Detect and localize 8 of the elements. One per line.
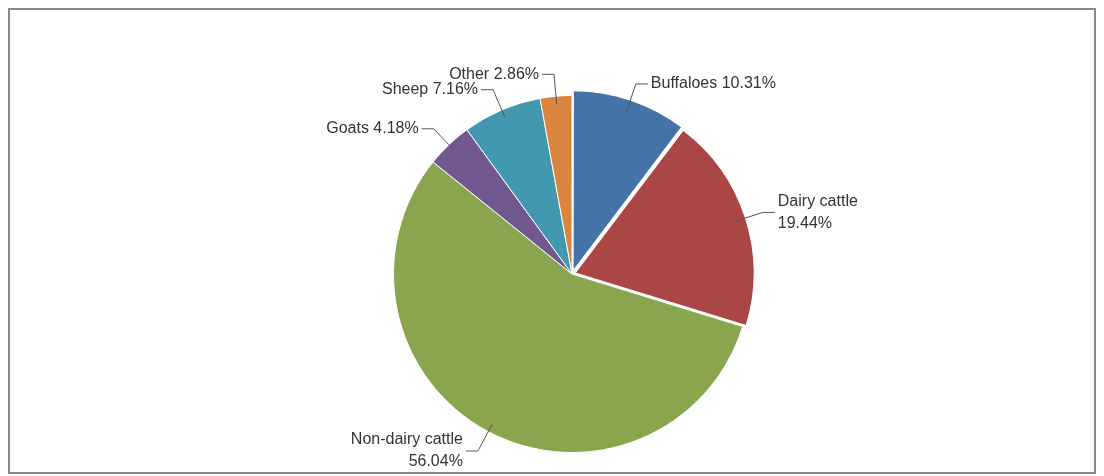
slice-label: Sheep 7.16% bbox=[381, 80, 479, 98]
slice-label: Buffaloes 10.31% bbox=[650, 74, 776, 92]
slice-label: Dairy cattle bbox=[777, 191, 858, 209]
slice-label: Other 2.86% bbox=[449, 64, 540, 82]
slice-label: Goats 4.18% bbox=[326, 119, 419, 137]
data-label: 19.44% bbox=[777, 213, 833, 231]
slice-label: Non-dairy cattle bbox=[350, 430, 463, 448]
data-label: 56.04% bbox=[408, 452, 463, 470]
